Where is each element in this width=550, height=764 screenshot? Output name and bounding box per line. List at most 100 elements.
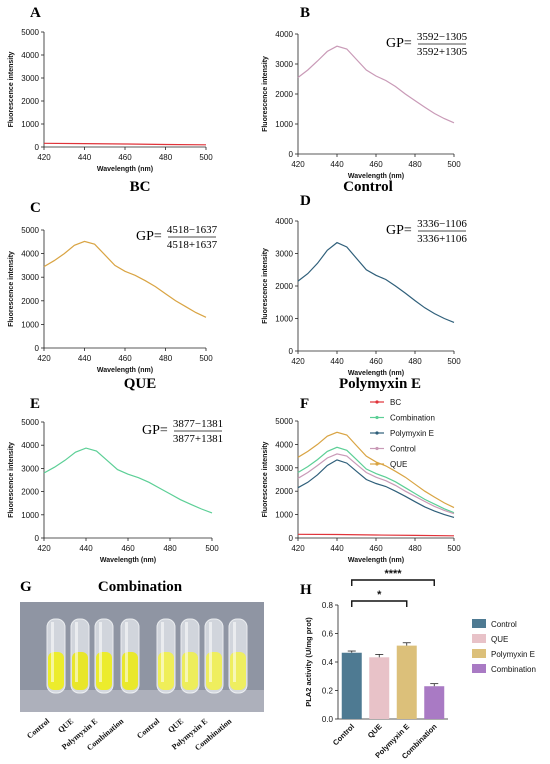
gp-formula-b: GP= 3592−1305 3592+1305 bbox=[386, 31, 468, 58]
series-line-polymyxin-e bbox=[297, 459, 455, 518]
tube-highlight bbox=[185, 622, 188, 682]
y-tick-label: 0.8 bbox=[322, 601, 334, 610]
x-tick-label: 460 bbox=[369, 357, 383, 366]
chart-panel-a: 0 1000 2000 3000 4000 5000 420 440 460 480 500 Wave… bbox=[8, 28, 213, 173]
chart-panel-d: 0 1000 2000 3000 4000 420 440 460 480 500 Waveleng… bbox=[262, 217, 461, 377]
tube-liquid bbox=[206, 652, 222, 690]
x-tick-label: 460 bbox=[118, 153, 132, 162]
y-tick-label: 1000 bbox=[21, 511, 39, 520]
x-tick-label: 420 bbox=[291, 357, 305, 366]
gp-label: GP= bbox=[136, 229, 162, 244]
significance-bracket bbox=[351, 579, 435, 586]
y-axis-label: Fluorescence intensity bbox=[8, 51, 15, 127]
gp-label: GP= bbox=[142, 423, 168, 438]
panel-title-polymyxin-e: Polymyxin E bbox=[339, 376, 421, 392]
legend-label-polymyxin-e: Polymyxin E bbox=[491, 650, 535, 659]
gp-numerator: 3336−1106 bbox=[417, 218, 467, 230]
y-tick-label: 4000 bbox=[21, 51, 39, 60]
y-tick-label: 2000 bbox=[275, 90, 293, 99]
x-tick-label: 500 bbox=[199, 153, 213, 162]
y-axis-label: Fluorescence intensity bbox=[262, 441, 269, 517]
y-tick-label: 5000 bbox=[21, 226, 39, 235]
y-tick-label: 3000 bbox=[21, 273, 39, 282]
chart-panel-h: 0.0 0.2 0.4 0.6 0.8 PLA2 activity (U/mg prot)… bbox=[304, 568, 536, 761]
legend-label-polymyxin-e: Polymyxin E bbox=[390, 429, 434, 438]
tube-highlight bbox=[161, 622, 164, 682]
gp-denominator: 3877+1381 bbox=[173, 433, 223, 445]
panel-letter-b: B bbox=[300, 5, 310, 21]
x-axis-label: Wavelength (nm) bbox=[100, 557, 156, 564]
x-tick-label: 500 bbox=[447, 544, 461, 553]
x-tick-label: 460 bbox=[369, 160, 383, 169]
tube-liquid bbox=[122, 652, 138, 690]
chart-panel-b: 0 1000 2000 3000 4000 420 440 460 480 500 Waveleng… bbox=[262, 30, 461, 180]
x-axis-label: Wavelength (nm) bbox=[348, 370, 404, 377]
x-tick-label: 440 bbox=[330, 160, 344, 169]
tube-photo bbox=[20, 602, 264, 712]
panel-letter-h: H bbox=[300, 582, 312, 598]
x-tick-label: 440 bbox=[330, 544, 344, 553]
photo-label: Control bbox=[135, 716, 162, 740]
series-line-combination bbox=[43, 447, 213, 514]
y-tick-label: 0.0 bbox=[322, 715, 334, 724]
y-tick-label: 3000 bbox=[275, 60, 293, 69]
legend-label-combination: Combination bbox=[390, 414, 435, 423]
tube-highlight bbox=[233, 622, 236, 682]
y-tick-label: 2000 bbox=[21, 488, 39, 497]
tube-highlight bbox=[51, 622, 54, 682]
panel-title-que: QUE bbox=[124, 376, 157, 392]
y-tick-label: 5000 bbox=[275, 417, 293, 426]
chart-panel-e: 0 1000 2000 3000 4000 5000 420 440 460 480 500 Wave… bbox=[8, 418, 219, 564]
y-tick-label: 4000 bbox=[275, 217, 293, 226]
y-axis-label: Fluorescence intensity bbox=[262, 56, 269, 132]
x-tick-label: 420 bbox=[37, 354, 51, 363]
panel-letter-c: C bbox=[30, 200, 41, 216]
x-tick-label: 500 bbox=[447, 160, 461, 169]
x-tick-label: 420 bbox=[291, 160, 305, 169]
gp-numerator: 4518−1637 bbox=[167, 224, 218, 236]
series-line-que bbox=[43, 240, 207, 318]
y-tick-label: 0 bbox=[35, 534, 40, 543]
legend-label-que: QUE bbox=[491, 635, 508, 644]
chart-panel-f: 0 1000 2000 3000 4000 5000 420 440 460 480 500 Wave… bbox=[262, 398, 461, 564]
y-tick-label: 2000 bbox=[21, 297, 39, 306]
gp-label: GP= bbox=[386, 223, 412, 238]
tube-liquid bbox=[72, 652, 88, 690]
tube-liquid bbox=[230, 652, 246, 690]
chart-panel-c: 0 1000 2000 3000 4000 5000 420 440 460 480 500 Wave… bbox=[8, 226, 213, 374]
series-line-control bbox=[297, 453, 455, 515]
y-tick-label: 5000 bbox=[21, 28, 39, 37]
x-tick-label: 480 bbox=[159, 354, 173, 363]
y-tick-label: 0.6 bbox=[322, 630, 334, 639]
legend-label-que: QUE bbox=[390, 460, 407, 469]
y-tick-label: 0 bbox=[289, 347, 294, 356]
y-tick-label: 1000 bbox=[275, 511, 293, 520]
tube-liquid bbox=[182, 652, 198, 690]
legend-label-combination: Combination bbox=[491, 665, 536, 674]
photo-label: Control bbox=[25, 716, 52, 740]
legend-marker-que bbox=[375, 462, 379, 466]
significance-label: * bbox=[377, 589, 382, 601]
tube-highlight bbox=[99, 622, 102, 682]
tube-liquid bbox=[158, 652, 174, 690]
tube-highlight bbox=[209, 622, 212, 682]
y-tick-label: 0 bbox=[289, 534, 294, 543]
bar-que bbox=[369, 657, 390, 719]
legend-label-control: Control bbox=[491, 620, 517, 629]
x-axis-label: Wavelength (nm) bbox=[97, 367, 153, 374]
y-tick-label: 0.4 bbox=[322, 658, 334, 667]
gp-formula-d: GP= 3336−1106 3336+1106 bbox=[386, 218, 467, 245]
x-tick-label: Control bbox=[331, 722, 356, 747]
panel-letter-d: D bbox=[300, 193, 311, 209]
y-tick-label: 1000 bbox=[21, 120, 39, 129]
legend-label-control: Control bbox=[390, 445, 416, 454]
y-tick-label: 0 bbox=[35, 344, 40, 353]
panel-letter-f: F bbox=[300, 396, 309, 412]
legend-swatch-polymyxin-e bbox=[472, 649, 486, 658]
y-tick-label: 4000 bbox=[275, 30, 293, 39]
x-tick-label: 460 bbox=[369, 544, 383, 553]
y-tick-label: 3000 bbox=[275, 250, 293, 259]
series-line-combination bbox=[297, 446, 455, 514]
